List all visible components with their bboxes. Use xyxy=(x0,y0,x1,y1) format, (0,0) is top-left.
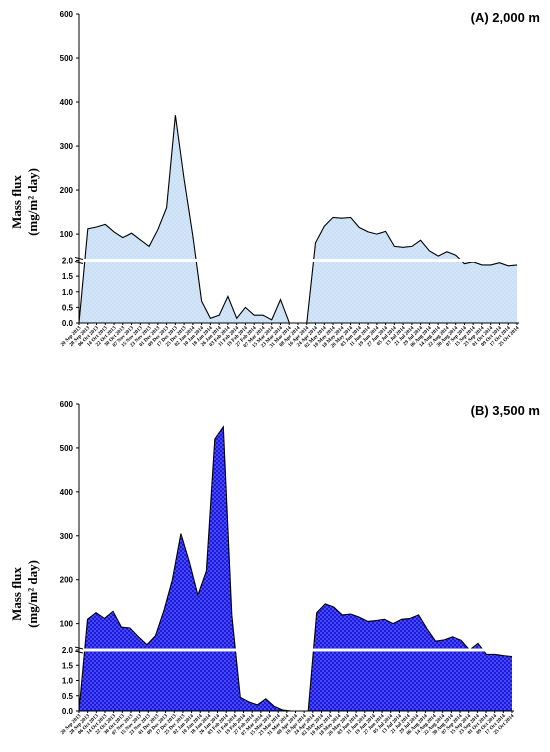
panel-a-upper-ytick-label: 100 xyxy=(60,230,74,239)
panel-b-upper-ytick-label: 400 xyxy=(60,488,74,497)
panel-b-ylabel: Mass flux (mg/m² day) xyxy=(9,539,41,649)
panel-b-lower-ytick-label: 1.0 xyxy=(62,677,74,686)
panel-a-ylabel-line2: (mg/m² day) xyxy=(25,168,40,236)
panel-a-lower-ytick-label: 1.5 xyxy=(62,272,74,281)
panel-b-lower-ytick-label: 0.5 xyxy=(62,692,74,701)
panel-a-break-mark-1 xyxy=(74,257,84,260)
panel-a-upper-ytick-label: 500 xyxy=(60,54,74,63)
panel-a-lower-ytick-label: 2.0 xyxy=(62,257,74,266)
panel-a-area-0 xyxy=(79,115,290,323)
panel-a-lower-ytick-label: 0.0 xyxy=(62,319,74,328)
panel-a-upper-ytick-label: 400 xyxy=(60,98,74,107)
panel-a-upper-ytick-label: 200 xyxy=(60,186,74,195)
panel-b-lower-ytick-label: 0.0 xyxy=(62,707,74,716)
panel-b-ylabel-line1: Mass flux xyxy=(9,567,24,621)
panel-b-line-0 xyxy=(78,425,292,712)
panel-a-lower-ytick-label: 0.5 xyxy=(62,303,74,312)
panel-a-upper-ytick-label: 600 xyxy=(60,10,74,19)
panel-b-area-0 xyxy=(79,426,292,711)
panel-b-ylabel-line2: (mg/m² day) xyxy=(25,560,40,628)
panel-a-break-mark-2 xyxy=(74,261,84,264)
panel-a-lower-ytick-label: 1.0 xyxy=(62,288,74,297)
panel-b-upper-ytick-label: 100 xyxy=(60,620,74,629)
panel-a-area-1 xyxy=(298,217,517,323)
panel-a-upper-ytick-label: 300 xyxy=(60,142,74,151)
panel-b-line-1 xyxy=(299,603,513,712)
panel-b-break-mark-1 xyxy=(74,646,84,650)
panel-a-ylabel-line1: Mass flux xyxy=(9,175,24,229)
panel-a-title: (A) 2,000 m xyxy=(470,10,540,25)
panel-a-line-1 xyxy=(298,216,518,324)
panel-b-lower-ytick-label: 1.5 xyxy=(62,661,74,670)
panel-b-title: (B) 3,500 m xyxy=(470,403,540,418)
panel-a-line-0 xyxy=(78,115,290,324)
panel-b-upper-ytick-label: 300 xyxy=(60,532,74,541)
panel-b-area-1 xyxy=(299,603,512,711)
panel-b-upper-ytick-label: 500 xyxy=(60,444,74,453)
panel-b-upper-ytick-label: 600 xyxy=(60,400,74,409)
panel-b-upper-ytick-label: 200 xyxy=(60,576,74,585)
panel-b-lower-ytick-label: 2.0 xyxy=(62,646,74,655)
panel-a-ylabel: Mass flux (mg/m² day) xyxy=(9,147,41,257)
panel-b-break-mark-2 xyxy=(74,650,84,654)
